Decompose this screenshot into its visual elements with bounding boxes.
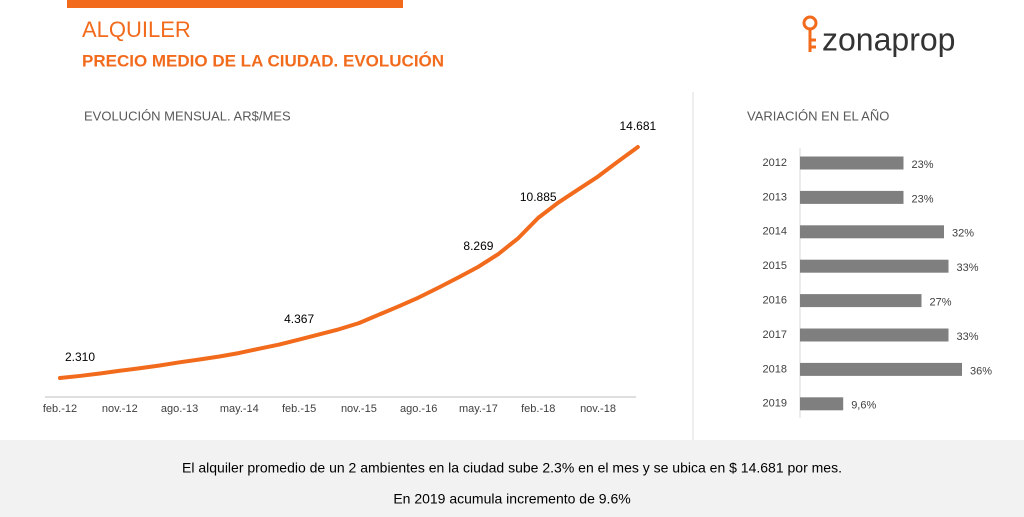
bar xyxy=(800,294,922,308)
bar xyxy=(800,397,844,411)
footer-line: El alquiler promedio de un 2 ambientes e… xyxy=(182,460,842,476)
footer-line: En 2019 acumula incremento de 9.6% xyxy=(393,491,630,507)
top-bar xyxy=(67,0,403,8)
y-tick-label: 2019 xyxy=(763,398,787,410)
data-label: 23% xyxy=(912,193,934,205)
bar xyxy=(800,156,904,170)
bar xyxy=(800,362,962,376)
y-tick-label: 2015 xyxy=(763,260,787,272)
x-tick-label: ago.-16 xyxy=(400,403,437,415)
x-tick-label: nov.-15 xyxy=(341,403,377,415)
footer-band xyxy=(0,440,1024,517)
title: ALQUILER xyxy=(82,17,191,42)
data-label: 8.269 xyxy=(463,239,493,253)
bar-chart-title: VARIACIÓN EN EL AÑO xyxy=(747,108,889,123)
bar xyxy=(800,259,949,273)
y-tick-label: 2018 xyxy=(763,363,787,375)
x-tick-label: nov.-18 xyxy=(580,403,616,415)
logo-icon xyxy=(802,15,818,52)
data-label: 2.310 xyxy=(65,350,95,364)
line-chart-title: EVOLUCIÓN MENSUAL. AR$/MES xyxy=(84,108,291,123)
data-label: 32% xyxy=(952,228,974,240)
subtitle: PRECIO MEDIO DE LA CIUDAD. EVOLUCIÓN xyxy=(82,51,444,70)
y-tick-label: 2017 xyxy=(763,329,787,341)
data-label: 14.681 xyxy=(620,119,657,133)
data-label: 9,6% xyxy=(851,400,876,412)
data-label: 27% xyxy=(930,297,952,309)
bar xyxy=(800,225,944,239)
x-tick-label: feb.-15 xyxy=(282,403,316,415)
data-label: 23% xyxy=(912,159,934,171)
logo-text: zonaprop xyxy=(822,21,955,57)
data-label: 4.367 xyxy=(284,312,314,326)
data-label: 33% xyxy=(957,331,979,343)
x-tick-label: ago.-13 xyxy=(161,403,198,415)
x-tick-label: may.-14 xyxy=(220,403,259,415)
y-tick-label: 2016 xyxy=(763,295,787,307)
y-tick-label: 2013 xyxy=(763,191,787,203)
data-label: 10.885 xyxy=(520,190,557,204)
y-tick-label: 2014 xyxy=(763,226,787,238)
bar xyxy=(800,328,949,342)
x-tick-label: nov.-12 xyxy=(102,403,138,415)
x-tick-label: feb.-12 xyxy=(43,403,77,415)
bar xyxy=(800,190,904,204)
data-label: 36% xyxy=(970,365,992,377)
y-tick-label: 2012 xyxy=(763,157,787,169)
line xyxy=(58,145,640,380)
x-tick-label: may.-17 xyxy=(459,403,498,415)
data-label: 33% xyxy=(957,262,979,274)
x-tick-label: feb.-18 xyxy=(521,403,555,415)
